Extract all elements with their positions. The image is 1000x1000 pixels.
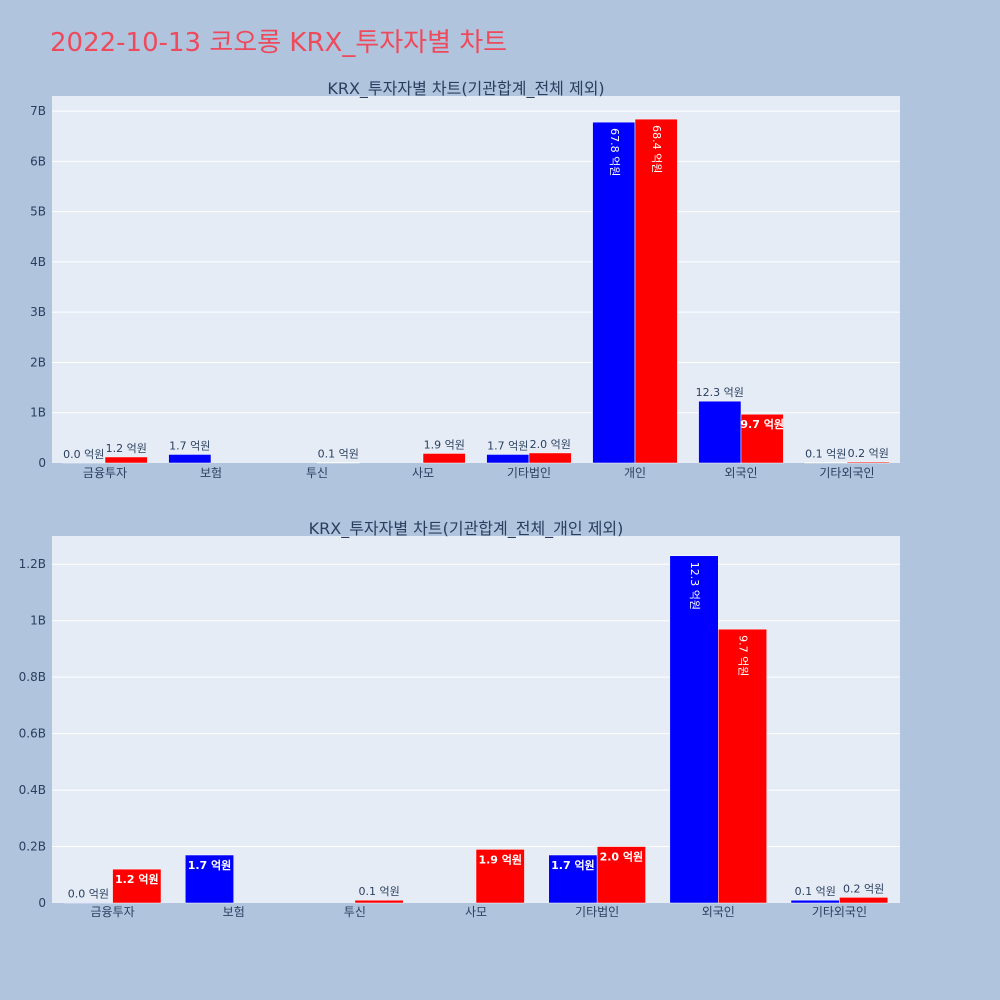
data-label: 0.1 억원 — [805, 447, 846, 460]
bar[interactable] — [528, 452, 572, 464]
y-tick-label: 1B — [30, 406, 46, 420]
bar[interactable] — [354, 899, 404, 904]
chart-title: KRX_투자자별 차트(기관합계_전체 제외) — [327, 79, 604, 99]
x-tick-label: 외국인 — [702, 905, 735, 919]
data-label: 1.2 억원 — [106, 442, 147, 455]
y-tick-label: 0.8B — [19, 670, 46, 684]
y-tick-label: 1B — [30, 614, 46, 628]
data-label: 12.3 억원 — [688, 562, 701, 610]
data-label: 1.7 억원 — [169, 439, 210, 452]
data-label: 0.0 억원 — [68, 887, 109, 900]
bar[interactable] — [634, 118, 678, 464]
chart-2: 0 0.2B 0.4B 0.6B 0.8B 1B 1.2B KRX_투자자별 차트(기관합계_… — [19, 519, 900, 919]
y-tick-label: 5B — [30, 205, 46, 219]
bar[interactable] — [112, 868, 162, 904]
data-label: 12.3 억원 — [696, 386, 744, 399]
bar[interactable] — [740, 413, 784, 464]
y-tick-label: 7B — [30, 104, 46, 118]
y-tick-label: 2B — [30, 355, 46, 369]
chart-title: KRX_투자자별 차트(기관합계_전체_개인 제외) — [309, 519, 624, 539]
bar[interactable] — [596, 846, 646, 904]
x-tick-label: 금융투자 — [90, 905, 134, 919]
y-tick-label: 0 — [38, 456, 46, 470]
data-label: 1.9 억원 — [424, 438, 465, 451]
x-tick-label: 보험 — [200, 466, 222, 480]
data-label: 2.0 억원 — [530, 438, 571, 451]
data-label: 0.1 억원 — [318, 447, 359, 460]
bar[interactable] — [669, 555, 719, 904]
y-tick-label: 0.4B — [19, 783, 46, 797]
x-tick-label: 투신 — [344, 905, 366, 919]
bar[interactable] — [486, 454, 530, 464]
y-tick-label: 0.2B — [19, 840, 46, 854]
data-label: 0.2 억원 — [848, 447, 889, 460]
data-label: 0.1 억원 — [358, 885, 399, 898]
bar[interactable] — [104, 456, 148, 464]
y-tick-label: 4B — [30, 255, 46, 269]
bar[interactable] — [63, 902, 113, 904]
x-tick-label: 투신 — [306, 466, 328, 480]
x-tick-label: 기타외국인 — [812, 905, 867, 919]
data-label: 2.0 억원 — [600, 850, 644, 864]
y-tick-label: 0.6B — [19, 727, 46, 741]
bar[interactable] — [548, 854, 598, 904]
x-tick-label: 금융투자 — [83, 466, 127, 480]
y-tick-label: 6B — [30, 154, 46, 168]
data-label: 67.8 억원 — [608, 128, 621, 176]
x-tick-label: 기타법인 — [507, 466, 551, 480]
bar[interactable] — [422, 453, 466, 464]
x-tick-label: 외국인 — [724, 466, 757, 480]
data-label: 0.1 억원 — [795, 885, 836, 898]
bar[interactable] — [475, 849, 525, 904]
x-tick-label: 사모 — [465, 905, 487, 919]
plot-background — [52, 96, 900, 463]
bar[interactable] — [804, 462, 848, 464]
bar[interactable] — [839, 897, 889, 904]
chart-1: 0 1B 2B 3B 4B 5B 6B 7B KRX_투자자별 차트(기관합계_전체 제외) 금융… — [30, 79, 900, 480]
bar[interactable] — [718, 628, 767, 904]
x-tick-label: 개인 — [624, 466, 646, 480]
data-label: 1.7 억원 — [188, 858, 232, 872]
y-tick-label: 1.2B — [19, 557, 46, 571]
y-tick-label: 0 — [38, 896, 46, 910]
x-tick-label: 기타법인 — [575, 905, 619, 919]
data-label: 0.0 억원 — [63, 448, 104, 461]
data-label: 1.7 억원 — [487, 439, 528, 452]
x-tick-label: 기타외국인 — [819, 466, 874, 480]
data-label: 68.4 억원 — [650, 125, 663, 173]
bar[interactable] — [846, 461, 890, 464]
bar[interactable] — [592, 121, 636, 464]
bar[interactable] — [698, 400, 742, 464]
x-tick-label: 사모 — [412, 466, 434, 480]
bar[interactable] — [790, 899, 840, 904]
data-label: 1.9 억원 — [478, 852, 522, 866]
bar[interactable] — [185, 854, 234, 904]
data-label: 9.7 억원 — [740, 417, 784, 431]
bar[interactable] — [316, 462, 360, 464]
data-label: 9.7 억원 — [737, 635, 750, 676]
plot-background — [52, 536, 900, 903]
data-label: 0.2 억원 — [843, 882, 884, 895]
page-title: 2022-10-13 코오롱 KRX_투자자별 차트 — [50, 28, 508, 58]
y-tick-label: 3B — [30, 305, 46, 319]
x-tick-label: 보험 — [223, 905, 245, 919]
data-label: 1.2 억원 — [115, 872, 159, 886]
bar[interactable] — [168, 454, 212, 464]
data-label: 1.7 억원 — [551, 858, 595, 872]
